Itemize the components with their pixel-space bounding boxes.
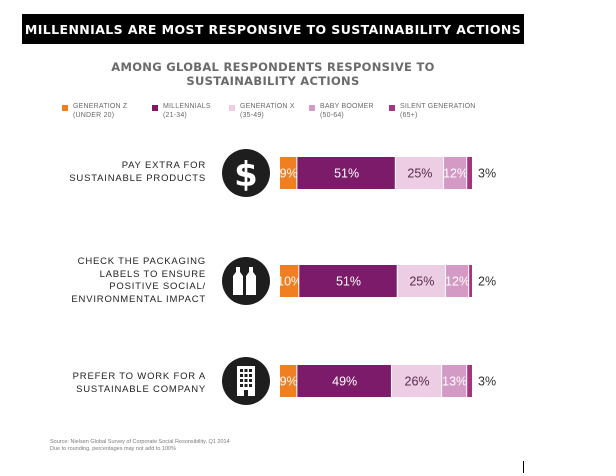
building-icon — [222, 357, 270, 405]
footnote: Source: Nielsen Global Survey of Corpora… — [50, 439, 230, 453]
chart-subtitle: AMONG GLOBAL RESPONDENTS RESPONSIVE TO S… — [22, 60, 524, 88]
row-label-line: POSITIVE SOCIAL/ — [109, 281, 206, 292]
footnote-source: Source: Nielsen Global Survey of Corpora… — [50, 439, 230, 445]
legend-item-millennials: MILLENNIALS (21-34) — [152, 103, 211, 120]
bar-prefer-to-work-generation-z — [280, 365, 297, 397]
row-label-line: SUSTAINABLE PRODUCTS — [69, 172, 206, 184]
legend: GENERATION Z (UNDER 20) MILLENNIALS (21-… — [62, 103, 542, 129]
data-label-prefer-to-work-generation-z: 9% — [280, 375, 298, 389]
subtitle-line-2: SUSTAINABILITY ACTIONS — [186, 74, 360, 88]
subtitle-line-1: AMONG GLOBAL RESPONDENTS RESPONSIVE TO — [111, 60, 435, 74]
legend-label-millennials: MILLENNIALS — [163, 103, 211, 110]
chart-title: MILLENNIALS ARE MOST RESPONSIVE TO SUSTA… — [24, 21, 522, 37]
divider-mark — [523, 461, 524, 473]
data-label-prefer-to-work-millennials: 49% — [332, 375, 357, 389]
legend-swatch-millennials — [152, 105, 158, 111]
legend-item-silent-generation: SILENT GENERATION (65+) — [389, 103, 476, 120]
data-label-prefer-to-work-generation-x: 26% — [405, 375, 430, 389]
bar-pay-extra-generation-z — [280, 157, 297, 189]
data-label-check-packaging-generation-z: 10% — [277, 275, 302, 289]
legend-swatch-silent-generation — [389, 105, 395, 111]
bar-check-packaging-millennials — [299, 265, 397, 297]
legend-swatch-generation-x — [229, 105, 235, 111]
row-label-line: PAY EXTRA FOR — [121, 160, 206, 171]
footnote-rounding: Due to rounding, percentages may not add… — [50, 446, 176, 452]
row-label-line: ENVIRONMENTAL IMPACT — [71, 293, 206, 305]
row-label-prefer-to-work: PREFER TO WORK FOR A SUSTAINABLE COMPANY — [73, 371, 206, 396]
legend-range-baby-boomer: (50-64) — [320, 111, 344, 119]
row-label-line: LABELS TO ENSURE — [99, 268, 206, 280]
svg-text:$: $ — [234, 155, 258, 192]
data-label-pay-extra-generation-x: 25% — [407, 167, 432, 181]
bar-check-packaging-baby-boomer — [445, 265, 469, 297]
row-label-check-packaging: CHECK THE PACKAGING LABELS TO ENSURE POS… — [71, 256, 206, 306]
data-label-pay-extra-millennials: 51% — [334, 167, 359, 181]
bar-pay-extra-generation-x — [395, 157, 444, 189]
legend-item-baby-boomer: BABY BOOMER (50-64) — [309, 103, 374, 120]
data-label-check-packaging-millennials: 51% — [336, 275, 361, 289]
bar-check-packaging-generation-x — [397, 265, 445, 297]
data-label-prefer-to-work-baby-boomer: 13% — [442, 375, 467, 389]
legend-label-generation-z: GENERATION Z — [73, 103, 128, 110]
data-label-pay-extra-baby-boomer: 12% — [443, 167, 468, 181]
data-label-check-packaging-silent-generation: 2% — [478, 275, 496, 289]
bar-pay-extra-millennials — [297, 157, 395, 189]
bar-check-packaging-silent-generation — [469, 265, 472, 297]
bar-prefer-to-work-generation-x — [391, 365, 442, 397]
chart-title-banner: MILLENNIALS ARE MOST RESPONSIVE TO SUSTA… — [22, 14, 524, 44]
legend-item-generation-x: GENERATION X (35-49) — [229, 103, 295, 120]
dollar-icon: $ — [222, 149, 270, 197]
bar-pay-extra-baby-boomer — [444, 157, 467, 189]
data-label-prefer-to-work-silent-generation: 3% — [478, 375, 496, 389]
data-label-check-packaging-generation-x: 25% — [409, 275, 434, 289]
data-label-pay-extra-silent-generation: 3% — [478, 167, 496, 181]
legend-swatch-baby-boomer — [309, 105, 315, 111]
bar-check-packaging-generation-z — [280, 265, 299, 297]
legend-range-generation-x: (35-49) — [240, 111, 264, 119]
row-label-pay-extra: PAY EXTRA FOR SUSTAINABLE PRODUCTS — [69, 160, 206, 185]
data-label-check-packaging-baby-boomer: 12% — [445, 275, 470, 289]
legend-range-silent-generation: (65+) — [400, 111, 418, 119]
bar-pay-extra-silent-generation — [467, 157, 472, 189]
bar-prefer-to-work-millennials — [297, 365, 391, 397]
legend-label-silent-generation: SILENT GENERATION — [400, 103, 476, 110]
row-label-line: CHECK THE PACKAGING — [77, 256, 206, 267]
row-label-line: PREFER TO WORK FOR A — [72, 371, 206, 382]
legend-swatch-generation-z — [62, 105, 68, 111]
row-label-line: SUSTAINABLE COMPANY — [76, 383, 206, 395]
legend-range-millennials: (21-34) — [163, 111, 187, 119]
bottles-icon — [222, 257, 270, 305]
legend-label-baby-boomer: BABY BOOMER — [320, 103, 374, 110]
legend-range-generation-z: (UNDER 20) — [73, 111, 115, 119]
data-label-pay-extra-generation-z: 9% — [280, 167, 298, 181]
legend-item-generation-z: GENERATION Z (UNDER 20) — [62, 103, 127, 120]
bar-prefer-to-work-baby-boomer — [442, 365, 467, 397]
legend-label-generation-x: GENERATION X — [240, 103, 295, 110]
bar-prefer-to-work-silent-generation — [467, 365, 472, 397]
